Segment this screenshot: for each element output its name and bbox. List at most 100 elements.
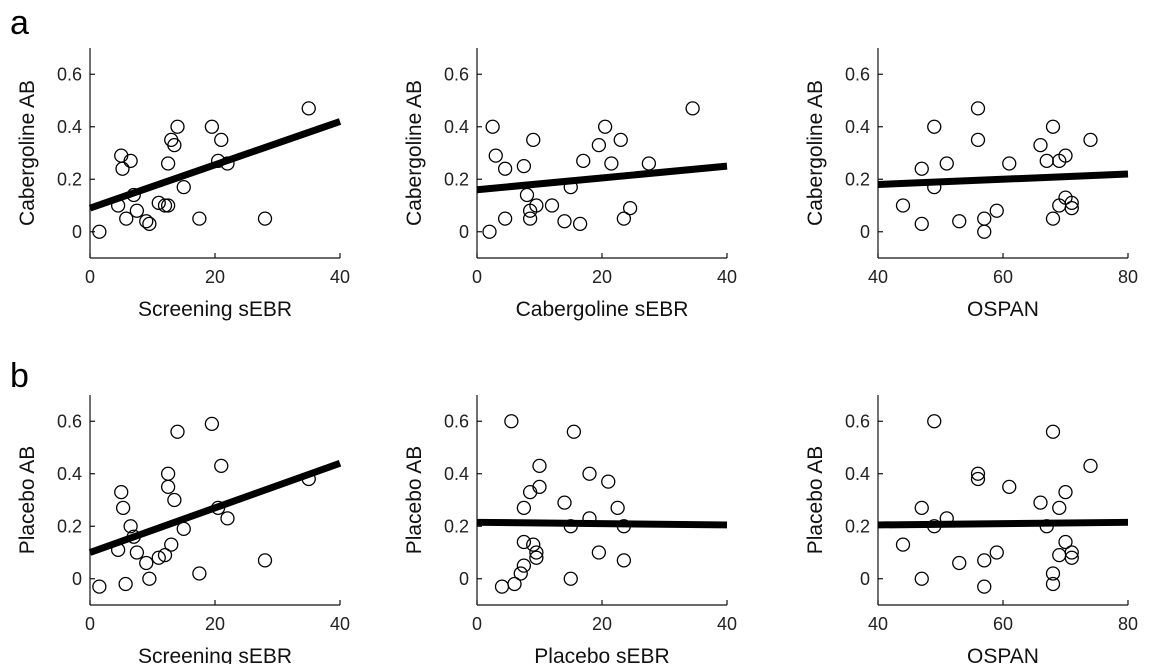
data-point	[977, 553, 992, 568]
data-point	[970, 466, 986, 481]
data-point	[119, 211, 134, 226]
y-tick-label: 0.2	[57, 516, 82, 536]
x-tick-label: 40	[330, 614, 350, 634]
y-tick-label: 0	[72, 222, 82, 242]
x-tick-label: 40	[330, 267, 350, 287]
data-point	[482, 224, 497, 239]
data-point	[563, 571, 578, 586]
y-axis-label: Placebo AB	[16, 446, 39, 555]
y-tick-label: 0.2	[845, 169, 870, 189]
data-point	[1064, 200, 1079, 216]
y-tick-label: 0.2	[845, 516, 870, 536]
x-tick-label: 20	[592, 614, 612, 634]
data-point	[616, 211, 632, 226]
data-point	[204, 119, 220, 134]
data-point	[160, 156, 176, 171]
data-point	[582, 466, 597, 481]
data-point	[257, 211, 273, 226]
data-point	[1033, 495, 1048, 510]
data-point	[516, 534, 532, 550]
data-point	[1064, 195, 1079, 211]
data-point	[170, 424, 185, 439]
x-tick-label: 80	[1118, 267, 1138, 287]
data-point	[1083, 458, 1098, 474]
y-tick-label: 0.6	[444, 411, 469, 431]
regression-line	[877, 170, 1129, 188]
data-point	[139, 555, 154, 571]
y-axis-label: Placebo AB	[804, 446, 827, 555]
x-tick-label: 20	[592, 267, 612, 287]
data-point	[157, 547, 173, 563]
y-tick-label: 0.4	[444, 464, 469, 484]
y-tick-label: 0.2	[57, 169, 82, 189]
y-tick-label: 0.6	[57, 411, 82, 431]
data-point	[157, 198, 173, 213]
data-point	[529, 545, 544, 560]
data-point	[519, 187, 535, 203]
data-point	[622, 200, 638, 216]
y-tick-label: 0	[459, 222, 469, 242]
data-point	[977, 211, 992, 226]
data-point	[977, 579, 992, 594]
data-point	[529, 198, 544, 213]
data-point	[532, 458, 547, 474]
data-point	[123, 153, 138, 169]
scatter-plot-5: 0 20 40 0 0.2 0.4 0.6 Placebo sEBR Placebo AB	[403, 395, 737, 664]
data-point	[513, 566, 528, 581]
scatter-plot-4: 0 20 40 0 0.2 0.4 0.6 Screening sEBR Placebo AB	[16, 395, 350, 664]
data-point	[613, 132, 628, 148]
data-point	[176, 179, 191, 195]
data-point	[970, 132, 986, 148]
data-point	[526, 132, 541, 148]
data-point	[151, 195, 166, 211]
data-point	[142, 216, 157, 232]
data-point	[1058, 534, 1073, 550]
regression-line	[877, 518, 1129, 529]
regression-line	[88, 459, 342, 556]
data-point	[516, 500, 532, 516]
data-point	[160, 198, 176, 213]
data-point	[927, 119, 942, 134]
x-tick-label: 20	[205, 614, 225, 634]
data-point	[214, 458, 229, 474]
x-axis-label: OSPAN	[967, 645, 1039, 664]
data-point	[989, 545, 1004, 560]
data-point	[129, 203, 145, 218]
data-point	[1045, 424, 1061, 439]
data-point	[257, 553, 273, 568]
data-point	[92, 224, 107, 239]
data-point	[952, 555, 967, 571]
y-tick-label: 0.6	[845, 411, 870, 431]
panel-label-b: b	[10, 357, 29, 395]
data-point	[914, 571, 929, 586]
data-point	[1033, 137, 1048, 153]
data-point	[1058, 148, 1073, 163]
data-point	[914, 161, 929, 176]
y-tick-label: 0.4	[444, 117, 469, 137]
data-point	[610, 500, 625, 516]
x-tick-label: 60	[993, 614, 1013, 634]
data-point	[1083, 132, 1098, 148]
x-tick-label: 0	[85, 267, 95, 287]
data-point	[977, 224, 992, 239]
data-point	[597, 119, 613, 134]
data-point	[604, 156, 619, 171]
y-tick-label: 0.6	[57, 64, 82, 84]
scatter-plot-2: 0 20 40 0 0.2 0.4 0.6 Cabergoline sEBR Cabergoli…	[403, 48, 737, 321]
data-point	[1064, 550, 1079, 565]
data-point	[572, 216, 588, 232]
y-tick-label: 0.6	[444, 64, 469, 84]
scatter-plot-1: 0 20 40 0 0.2 0.4 0.6 Screening sEBR Cabergoline…	[16, 48, 350, 321]
data-point	[516, 558, 532, 573]
data-point	[170, 119, 185, 134]
x-axis-label: Screening sEBR	[138, 645, 292, 664]
y-axis-label: Cabergoline AB	[403, 80, 426, 226]
data-point	[939, 156, 954, 171]
data-point	[952, 214, 967, 229]
x-tick-label: 0	[85, 614, 95, 634]
y-tick-label: 0.4	[845, 464, 870, 484]
data-point	[641, 156, 657, 171]
data-point	[167, 492, 182, 508]
data-point	[507, 576, 522, 592]
y-tick-label: 0.2	[444, 516, 469, 536]
